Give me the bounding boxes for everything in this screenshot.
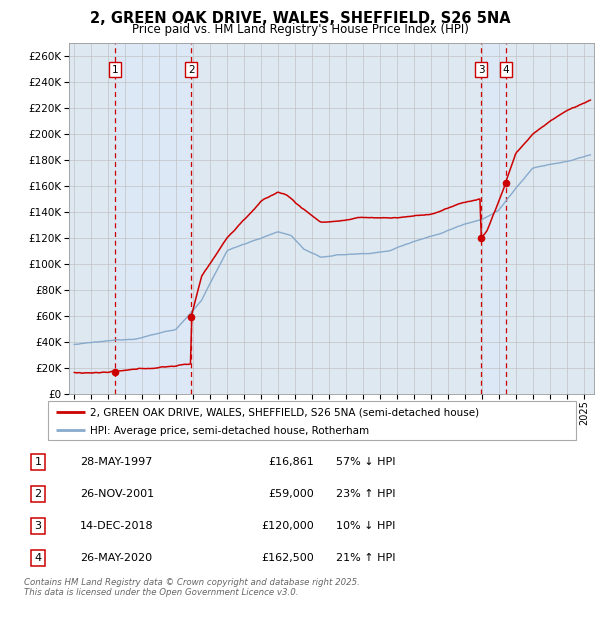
Text: Contains HM Land Registry data © Crown copyright and database right 2025.
This d: Contains HM Land Registry data © Crown c… xyxy=(24,578,360,597)
Text: HPI: Average price, semi-detached house, Rotherham: HPI: Average price, semi-detached house,… xyxy=(90,426,370,436)
Bar xyxy=(115,43,191,394)
Text: 21% ↑ HPI: 21% ↑ HPI xyxy=(337,552,396,562)
Text: 3: 3 xyxy=(34,521,41,531)
Text: 2: 2 xyxy=(188,64,194,74)
Text: 1: 1 xyxy=(112,64,118,74)
Bar xyxy=(481,43,506,394)
Text: 4: 4 xyxy=(502,64,509,74)
Text: 26-NOV-2001: 26-NOV-2001 xyxy=(80,489,154,499)
Text: 23% ↑ HPI: 23% ↑ HPI xyxy=(337,489,396,499)
Text: Price paid vs. HM Land Registry's House Price Index (HPI): Price paid vs. HM Land Registry's House … xyxy=(131,23,469,36)
Text: 10% ↓ HPI: 10% ↓ HPI xyxy=(337,521,396,531)
FancyBboxPatch shape xyxy=(48,401,576,440)
Text: 1: 1 xyxy=(34,458,41,467)
Text: £16,861: £16,861 xyxy=(268,458,314,467)
Text: 57% ↓ HPI: 57% ↓ HPI xyxy=(337,458,396,467)
Text: 4: 4 xyxy=(34,552,41,562)
Text: 28-MAY-1997: 28-MAY-1997 xyxy=(80,458,152,467)
Text: 2, GREEN OAK DRIVE, WALES, SHEFFIELD, S26 5NA (semi-detached house): 2, GREEN OAK DRIVE, WALES, SHEFFIELD, S2… xyxy=(90,407,479,417)
Text: 2, GREEN OAK DRIVE, WALES, SHEFFIELD, S26 5NA: 2, GREEN OAK DRIVE, WALES, SHEFFIELD, S2… xyxy=(89,11,511,26)
Text: 2: 2 xyxy=(34,489,41,499)
Text: £162,500: £162,500 xyxy=(262,552,314,562)
Text: £120,000: £120,000 xyxy=(262,521,314,531)
Text: 3: 3 xyxy=(478,64,484,74)
Text: 26-MAY-2020: 26-MAY-2020 xyxy=(80,552,152,562)
Text: £59,000: £59,000 xyxy=(268,489,314,499)
Text: 14-DEC-2018: 14-DEC-2018 xyxy=(80,521,154,531)
